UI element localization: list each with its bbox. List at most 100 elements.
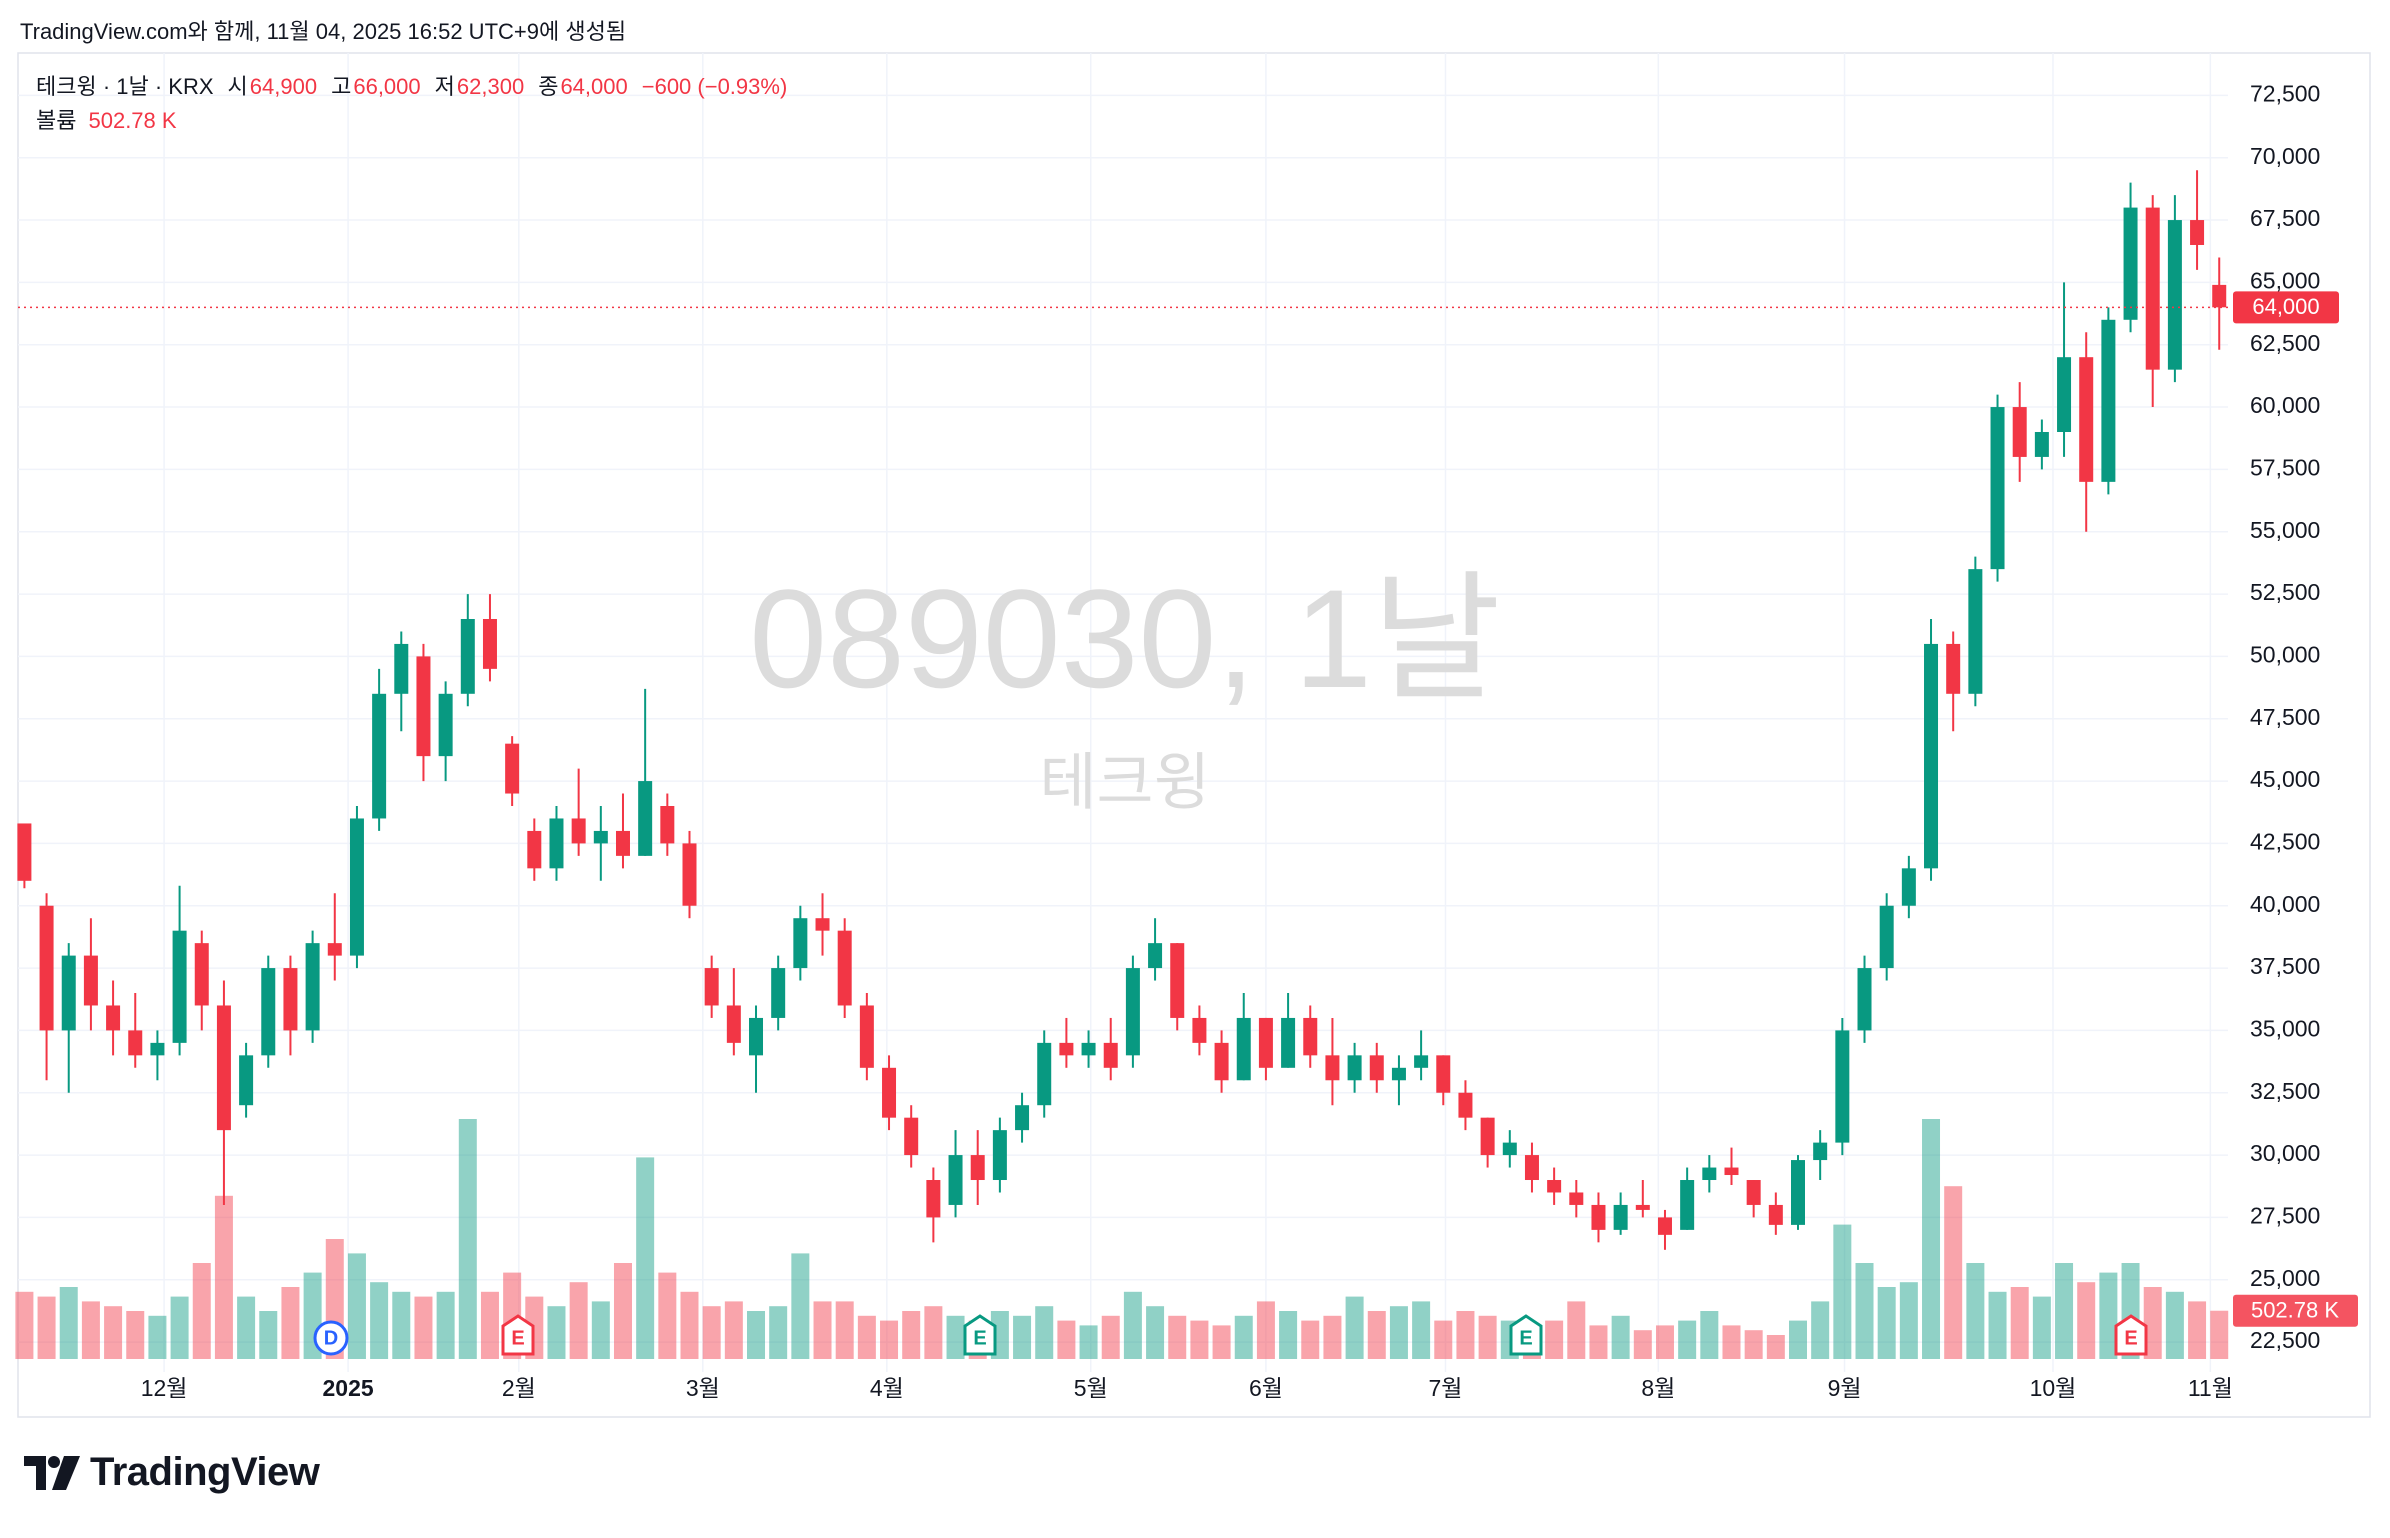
candle-body <box>1369 1055 1384 1081</box>
candle-body <box>83 955 98 1006</box>
volume-bar <box>1367 1311 1386 1359</box>
y-tick-label: 25,000 <box>2250 1265 2320 1291</box>
volume-bar <box>2099 1272 2118 1359</box>
volume-bar <box>1345 1296 1364 1359</box>
legend-label: 종 <box>538 74 559 99</box>
logo-mark <box>24 1455 80 1490</box>
volume-bar <box>1567 1301 1586 1359</box>
candle-body <box>1968 569 1983 694</box>
event-marker <box>963 1314 997 1356</box>
candle-body <box>1037 1042 1052 1106</box>
candle-body <box>2190 220 2205 245</box>
event-label: E <box>2124 1327 2137 1349</box>
candle-body <box>704 968 719 1006</box>
candle-body <box>128 1030 143 1056</box>
legend-row: 테크윙 · 1날 · KRX 시64,900 고66,000 저62,300 종64,0… <box>36 70 801 104</box>
candle-body <box>2079 357 2094 482</box>
volume-bar <box>1744 1330 1763 1359</box>
volume-bar <box>769 1306 788 1359</box>
volume-bar <box>2210 1310 2229 1359</box>
volume-bar <box>1234 1315 1253 1359</box>
volume-bar <box>636 1157 655 1359</box>
volume-bar <box>458 1119 477 1359</box>
candle-body <box>1680 1180 1695 1230</box>
legend-label: 시 <box>227 74 248 99</box>
candle-body <box>1192 1017 1207 1043</box>
event-marker <box>2114 1314 2148 1356</box>
volume-box-label: 502.78 K <box>2251 1298 2339 1323</box>
volume-bar <box>1789 1320 1807 1359</box>
candle-body <box>549 818 564 869</box>
candle-body <box>2123 207 2138 320</box>
candle-body <box>1303 1017 1318 1056</box>
volume-bar <box>392 1291 411 1359</box>
y-tick-label: 70,000 <box>2250 143 2320 169</box>
volume-bar <box>1035 1306 1054 1359</box>
candle-body <box>2101 319 2116 482</box>
volume-bar <box>214 1195 233 1359</box>
y-tick-label: 55,000 <box>2250 517 2320 543</box>
candle-body <box>1236 1017 1251 1081</box>
volume-bar <box>1944 1186 1963 1359</box>
volume-bar <box>2143 1287 2162 1359</box>
volume-bar <box>1722 1325 1741 1359</box>
candle-body <box>39 905 54 1031</box>
x-tick-label: 7월 <box>1429 1375 1463 1401</box>
volume-bar <box>2165 1291 2184 1359</box>
y-tick-label: 57,500 <box>2250 454 2320 480</box>
candle-body <box>2167 220 2182 370</box>
x-tick-label: 9월 <box>1828 1375 1862 1401</box>
x-tick-label: 11월 <box>2188 1375 2233 1401</box>
event-label: E <box>1519 1327 1532 1349</box>
volume-bar <box>237 1296 256 1359</box>
candle-body <box>837 930 852 1006</box>
volume-bar <box>1412 1301 1431 1359</box>
volume-bar <box>1877 1287 1896 1359</box>
volume-bar <box>569 1282 588 1359</box>
volume-bar <box>1700 1311 1719 1359</box>
volume-bar <box>791 1253 810 1359</box>
volume-bar <box>1478 1315 1497 1359</box>
volume-bar <box>436 1291 455 1359</box>
candle-body <box>1702 1167 1717 1181</box>
candle-body <box>1591 1204 1606 1230</box>
candle-body <box>2034 431 2049 457</box>
volume-bar <box>1079 1325 1098 1359</box>
volume-bar <box>347 1253 366 1359</box>
candle-body <box>1081 1042 1096 1056</box>
volume-bar <box>747 1311 766 1359</box>
candle-body <box>1746 1180 1761 1205</box>
volume-bar <box>1922 1119 1941 1359</box>
volume-bar <box>1301 1320 1320 1359</box>
x-tick-label: 8월 <box>1641 1375 1675 1401</box>
volume-bar <box>547 1306 566 1359</box>
candle-body <box>992 1130 1007 1181</box>
candle-body <box>970 1155 985 1181</box>
candle-body <box>61 955 76 1031</box>
candle-body <box>482 618 497 669</box>
y-tick-label: 60,000 <box>2250 392 2320 418</box>
y-tick-label: 30,000 <box>2250 1140 2320 1166</box>
volume-bar <box>148 1315 167 1359</box>
candle-body <box>1059 1042 1074 1056</box>
volume-bar <box>591 1301 610 1359</box>
volume-bar <box>126 1311 145 1359</box>
candle-body <box>416 656 431 757</box>
candle-body <box>859 1005 874 1068</box>
volume-bar <box>2055 1263 2074 1359</box>
x-tick-label: 12월 <box>141 1375 188 1401</box>
candle-body <box>1258 1017 1273 1068</box>
candle-body <box>1502 1142 1517 1156</box>
y-tick-label: 50,000 <box>2250 641 2320 667</box>
candle-body <box>394 643 409 694</box>
volume-bar <box>1168 1315 1187 1359</box>
volume-bar <box>1212 1325 1231 1359</box>
candle-body <box>2057 357 2072 432</box>
candle-body <box>1281 1017 1296 1068</box>
volume-bar <box>81 1301 100 1359</box>
candle-body <box>638 781 653 856</box>
candle-body <box>1901 868 1916 906</box>
candle-body <box>349 818 364 956</box>
candle-body <box>1524 1155 1539 1181</box>
volume-bar <box>1101 1315 1120 1359</box>
